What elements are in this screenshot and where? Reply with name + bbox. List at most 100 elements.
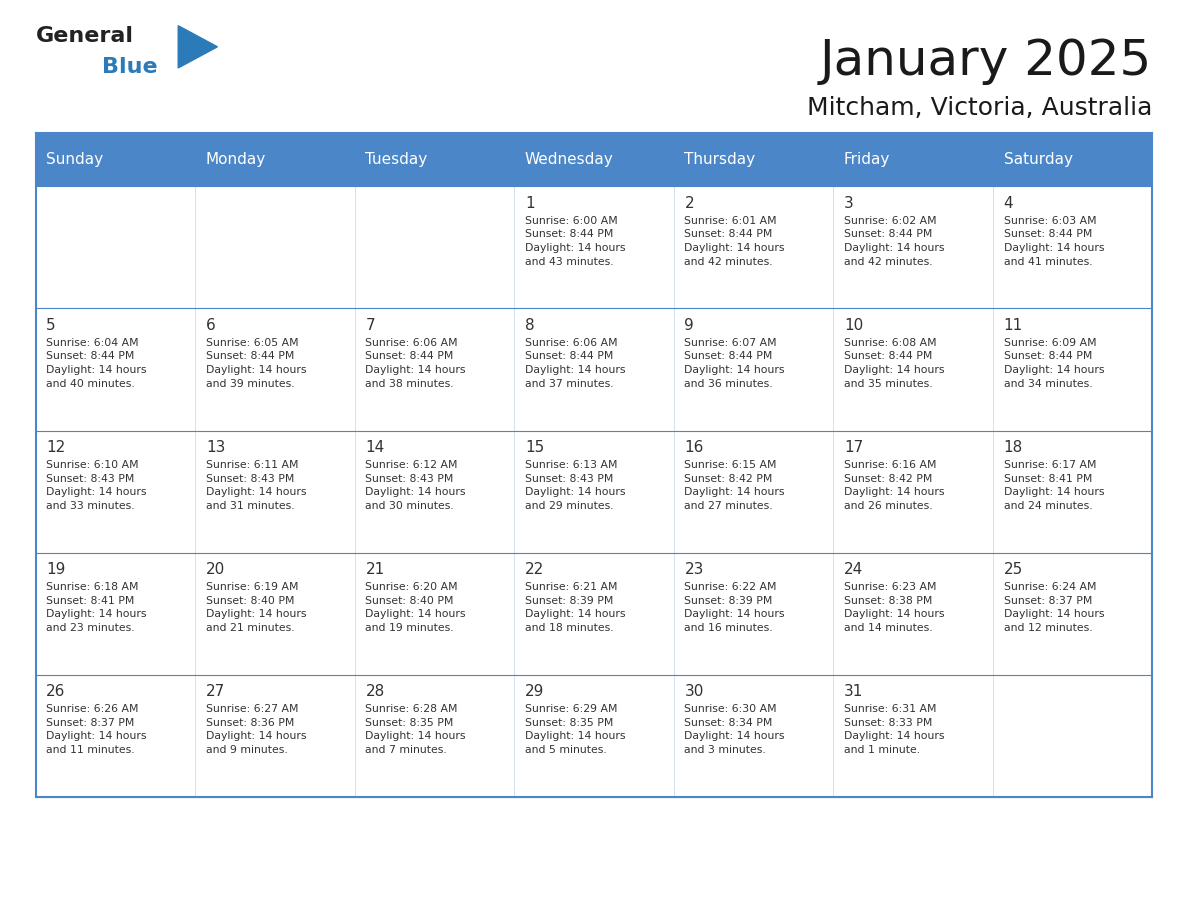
Text: 5: 5 xyxy=(46,318,56,332)
Bar xyxy=(993,133,1152,186)
Bar xyxy=(674,675,833,797)
Text: Sunrise: 6:12 AM
Sunset: 8:43 PM
Daylight: 14 hours
and 30 minutes.: Sunrise: 6:12 AM Sunset: 8:43 PM Dayligh… xyxy=(366,460,466,510)
Text: 12: 12 xyxy=(46,440,65,454)
Text: 31: 31 xyxy=(843,684,864,699)
Text: Sunrise: 6:16 AM
Sunset: 8:42 PM
Daylight: 14 hours
and 26 minutes.: Sunrise: 6:16 AM Sunset: 8:42 PM Dayligh… xyxy=(843,460,944,510)
Text: Sunrise: 6:00 AM
Sunset: 8:44 PM
Daylight: 14 hours
and 43 minutes.: Sunrise: 6:00 AM Sunset: 8:44 PM Dayligh… xyxy=(525,216,625,266)
Text: Sunrise: 6:23 AM
Sunset: 8:38 PM
Daylight: 14 hours
and 14 minutes.: Sunrise: 6:23 AM Sunset: 8:38 PM Dayligh… xyxy=(843,582,944,633)
Text: 14: 14 xyxy=(366,440,385,454)
Bar xyxy=(833,431,993,553)
Text: January 2025: January 2025 xyxy=(820,37,1152,84)
Bar xyxy=(195,431,355,553)
Bar xyxy=(36,186,195,308)
Bar xyxy=(993,308,1152,431)
Text: Sunrise: 6:31 AM
Sunset: 8:33 PM
Daylight: 14 hours
and 1 minute.: Sunrise: 6:31 AM Sunset: 8:33 PM Dayligh… xyxy=(843,704,944,755)
Text: 6: 6 xyxy=(206,318,215,332)
Bar xyxy=(993,431,1152,553)
Text: Sunrise: 6:06 AM
Sunset: 8:44 PM
Daylight: 14 hours
and 38 minutes.: Sunrise: 6:06 AM Sunset: 8:44 PM Dayligh… xyxy=(366,338,466,388)
Text: General: General xyxy=(36,26,133,46)
Text: Blue: Blue xyxy=(102,57,158,77)
Bar xyxy=(833,186,993,308)
Text: 17: 17 xyxy=(843,440,864,454)
Text: 27: 27 xyxy=(206,684,225,699)
Text: 18: 18 xyxy=(1004,440,1023,454)
Text: 26: 26 xyxy=(46,684,65,699)
Text: Sunrise: 6:07 AM
Sunset: 8:44 PM
Daylight: 14 hours
and 36 minutes.: Sunrise: 6:07 AM Sunset: 8:44 PM Dayligh… xyxy=(684,338,785,388)
Text: 11: 11 xyxy=(1004,318,1023,332)
Text: Sunrise: 6:01 AM
Sunset: 8:44 PM
Daylight: 14 hours
and 42 minutes.: Sunrise: 6:01 AM Sunset: 8:44 PM Dayligh… xyxy=(684,216,785,266)
Text: 30: 30 xyxy=(684,684,703,699)
Text: Sunrise: 6:10 AM
Sunset: 8:43 PM
Daylight: 14 hours
and 33 minutes.: Sunrise: 6:10 AM Sunset: 8:43 PM Dayligh… xyxy=(46,460,147,510)
Text: Sunrise: 6:13 AM
Sunset: 8:43 PM
Daylight: 14 hours
and 29 minutes.: Sunrise: 6:13 AM Sunset: 8:43 PM Dayligh… xyxy=(525,460,625,510)
Bar xyxy=(195,133,355,186)
Bar xyxy=(195,553,355,675)
Text: Sunrise: 6:06 AM
Sunset: 8:44 PM
Daylight: 14 hours
and 37 minutes.: Sunrise: 6:06 AM Sunset: 8:44 PM Dayligh… xyxy=(525,338,625,388)
Bar xyxy=(514,553,674,675)
Bar xyxy=(514,431,674,553)
Bar xyxy=(833,308,993,431)
Bar xyxy=(993,186,1152,308)
Text: 1: 1 xyxy=(525,196,535,210)
Bar xyxy=(514,186,674,308)
Bar xyxy=(36,675,195,797)
Text: Wednesday: Wednesday xyxy=(525,152,614,167)
Text: Tuesday: Tuesday xyxy=(366,152,428,167)
Text: 2: 2 xyxy=(684,196,694,210)
Text: Sunrise: 6:11 AM
Sunset: 8:43 PM
Daylight: 14 hours
and 31 minutes.: Sunrise: 6:11 AM Sunset: 8:43 PM Dayligh… xyxy=(206,460,307,510)
Bar xyxy=(674,308,833,431)
Text: Sunday: Sunday xyxy=(46,152,103,167)
Text: 15: 15 xyxy=(525,440,544,454)
Bar xyxy=(195,186,355,308)
Text: Sunrise: 6:03 AM
Sunset: 8:44 PM
Daylight: 14 hours
and 41 minutes.: Sunrise: 6:03 AM Sunset: 8:44 PM Dayligh… xyxy=(1004,216,1104,266)
Text: 20: 20 xyxy=(206,562,225,577)
Text: Sunrise: 6:08 AM
Sunset: 8:44 PM
Daylight: 14 hours
and 35 minutes.: Sunrise: 6:08 AM Sunset: 8:44 PM Dayligh… xyxy=(843,338,944,388)
Bar xyxy=(355,133,514,186)
Text: Sunrise: 6:24 AM
Sunset: 8:37 PM
Daylight: 14 hours
and 12 minutes.: Sunrise: 6:24 AM Sunset: 8:37 PM Dayligh… xyxy=(1004,582,1104,633)
Text: Sunrise: 6:29 AM
Sunset: 8:35 PM
Daylight: 14 hours
and 5 minutes.: Sunrise: 6:29 AM Sunset: 8:35 PM Dayligh… xyxy=(525,704,625,755)
Bar xyxy=(833,675,993,797)
Polygon shape xyxy=(178,26,217,68)
Text: Sunrise: 6:21 AM
Sunset: 8:39 PM
Daylight: 14 hours
and 18 minutes.: Sunrise: 6:21 AM Sunset: 8:39 PM Dayligh… xyxy=(525,582,625,633)
Bar xyxy=(355,186,514,308)
Text: 8: 8 xyxy=(525,318,535,332)
Text: 29: 29 xyxy=(525,684,544,699)
Text: 16: 16 xyxy=(684,440,703,454)
Text: Sunrise: 6:17 AM
Sunset: 8:41 PM
Daylight: 14 hours
and 24 minutes.: Sunrise: 6:17 AM Sunset: 8:41 PM Dayligh… xyxy=(1004,460,1104,510)
Text: 3: 3 xyxy=(843,196,854,210)
Text: Sunrise: 6:27 AM
Sunset: 8:36 PM
Daylight: 14 hours
and 9 minutes.: Sunrise: 6:27 AM Sunset: 8:36 PM Dayligh… xyxy=(206,704,307,755)
Bar xyxy=(36,133,195,186)
Text: Thursday: Thursday xyxy=(684,152,756,167)
Text: 13: 13 xyxy=(206,440,226,454)
Bar xyxy=(514,133,674,186)
Bar xyxy=(355,553,514,675)
Bar xyxy=(993,553,1152,675)
Text: 25: 25 xyxy=(1004,562,1023,577)
Text: 19: 19 xyxy=(46,562,65,577)
Text: Sunrise: 6:22 AM
Sunset: 8:39 PM
Daylight: 14 hours
and 16 minutes.: Sunrise: 6:22 AM Sunset: 8:39 PM Dayligh… xyxy=(684,582,785,633)
Text: Sunrise: 6:30 AM
Sunset: 8:34 PM
Daylight: 14 hours
and 3 minutes.: Sunrise: 6:30 AM Sunset: 8:34 PM Dayligh… xyxy=(684,704,785,755)
Text: 9: 9 xyxy=(684,318,694,332)
Text: 24: 24 xyxy=(843,562,864,577)
Text: Sunrise: 6:04 AM
Sunset: 8:44 PM
Daylight: 14 hours
and 40 minutes.: Sunrise: 6:04 AM Sunset: 8:44 PM Dayligh… xyxy=(46,338,147,388)
Bar xyxy=(674,133,833,186)
Text: Sunrise: 6:20 AM
Sunset: 8:40 PM
Daylight: 14 hours
and 19 minutes.: Sunrise: 6:20 AM Sunset: 8:40 PM Dayligh… xyxy=(366,582,466,633)
Text: Sunrise: 6:19 AM
Sunset: 8:40 PM
Daylight: 14 hours
and 21 minutes.: Sunrise: 6:19 AM Sunset: 8:40 PM Dayligh… xyxy=(206,582,307,633)
Text: 4: 4 xyxy=(1004,196,1013,210)
Text: Sunrise: 6:09 AM
Sunset: 8:44 PM
Daylight: 14 hours
and 34 minutes.: Sunrise: 6:09 AM Sunset: 8:44 PM Dayligh… xyxy=(1004,338,1104,388)
Text: 28: 28 xyxy=(366,684,385,699)
Text: Sunrise: 6:02 AM
Sunset: 8:44 PM
Daylight: 14 hours
and 42 minutes.: Sunrise: 6:02 AM Sunset: 8:44 PM Dayligh… xyxy=(843,216,944,266)
Bar xyxy=(36,431,195,553)
Text: Friday: Friday xyxy=(843,152,890,167)
Text: Sunrise: 6:05 AM
Sunset: 8:44 PM
Daylight: 14 hours
and 39 minutes.: Sunrise: 6:05 AM Sunset: 8:44 PM Dayligh… xyxy=(206,338,307,388)
Bar xyxy=(195,308,355,431)
Text: Mitcham, Victoria, Australia: Mitcham, Victoria, Australia xyxy=(807,96,1152,120)
Text: 23: 23 xyxy=(684,562,703,577)
Text: 22: 22 xyxy=(525,562,544,577)
Bar xyxy=(355,675,514,797)
Text: Sunrise: 6:28 AM
Sunset: 8:35 PM
Daylight: 14 hours
and 7 minutes.: Sunrise: 6:28 AM Sunset: 8:35 PM Dayligh… xyxy=(366,704,466,755)
Text: Sunrise: 6:26 AM
Sunset: 8:37 PM
Daylight: 14 hours
and 11 minutes.: Sunrise: 6:26 AM Sunset: 8:37 PM Dayligh… xyxy=(46,704,147,755)
Text: Sunrise: 6:15 AM
Sunset: 8:42 PM
Daylight: 14 hours
and 27 minutes.: Sunrise: 6:15 AM Sunset: 8:42 PM Dayligh… xyxy=(684,460,785,510)
Text: 10: 10 xyxy=(843,318,864,332)
Bar xyxy=(993,675,1152,797)
Bar xyxy=(355,308,514,431)
